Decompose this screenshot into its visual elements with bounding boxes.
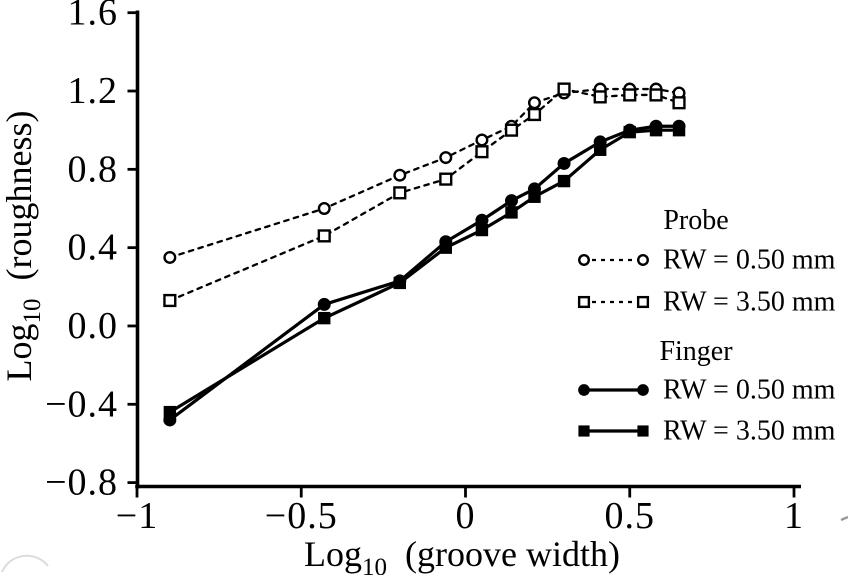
series-markers-probe-rw-3-50-mm <box>163 82 686 308</box>
legend-sample-marker <box>637 384 649 396</box>
data-point-finger-rw-3-50-mm <box>163 405 177 419</box>
y-tick-label: 1.6 <box>68 0 119 34</box>
series-markers-finger-rw-3-50-mm <box>163 123 686 419</box>
legend-sample-marker <box>636 295 650 309</box>
x-axis: −1 −0.5 0 0.5 1 <box>116 484 804 537</box>
series-path <box>168 128 681 414</box>
data-point-finger-rw-3-50-mm <box>318 311 331 325</box>
legend-entry-probe-rw-3-50-mm: RW = 3.50 mm <box>577 287 836 318</box>
legend-sample-marker <box>637 425 649 437</box>
data-point-probe-rw-0-50-mm <box>163 250 177 264</box>
data-point-finger-rw-0-50-mm <box>504 194 518 208</box>
data-point-finger-rw-3-50-mm <box>649 123 663 137</box>
data-point-probe-rw-3-50-mm <box>623 88 637 102</box>
data-point-probe-rw-3-50-mm <box>475 145 489 159</box>
x-axis-label: Log10 (groove width) <box>304 534 620 575</box>
y-axis: 1.6 1.2 0.8 0.4 0.0 −0.4 −0.8 <box>45 0 140 504</box>
data-point-probe-rw-0-50-mm <box>527 96 541 110</box>
y-tick-label: 1.2 <box>68 70 119 112</box>
legend-group-title-probe: Probe <box>663 205 728 236</box>
data-point-probe-rw-3-50-mm <box>317 229 331 243</box>
data-point-probe-rw-3-50-mm <box>527 107 542 122</box>
x-tick-label: 0.5 <box>605 495 656 537</box>
data-point-probe-rw-3-50-mm <box>557 82 571 96</box>
legend-entry-finger-rw-0-50-mm: RW = 0.50 mm <box>578 375 836 406</box>
y-axis-label: Log10 (roughness) <box>0 111 46 382</box>
series-path <box>168 87 681 259</box>
data-point-probe-rw-3-50-mm <box>504 123 519 137</box>
scan-artifact-arc <box>1 554 49 573</box>
data-point-probe-rw-3-50-mm <box>593 90 607 104</box>
data-point-probe-rw-3-50-mm <box>649 88 663 102</box>
legend-entry-finger-rw-3-50-mm: RW = 3.50 mm <box>578 416 836 447</box>
legend-entry-label: RW = 0.50 mm <box>663 375 836 406</box>
data-point-finger-rw-3-50-mm <box>439 241 452 254</box>
data-point-probe-rw-3-50-mm <box>672 96 686 110</box>
legend-sample-marker <box>578 254 590 266</box>
data-point-finger-rw-3-50-mm <box>528 190 541 203</box>
legend-entry-label: RW = 0.50 mm <box>663 245 836 276</box>
series-path <box>168 124 681 422</box>
legend-sample-marker <box>637 254 649 266</box>
legend-sample-marker <box>578 384 590 396</box>
y-tick-label: −0.8 <box>45 462 118 504</box>
data-point-finger-rw-3-50-mm <box>623 125 636 139</box>
legend-group-title-finger: Finger <box>659 336 733 367</box>
series-line-finger-rw-0-50-mm <box>168 124 681 422</box>
series-path <box>168 87 681 302</box>
data-point-finger-rw-0-50-mm <box>475 213 489 227</box>
series-line-probe-rw-3-50-mm <box>168 87 681 302</box>
data-point-probe-rw-3-50-mm <box>393 186 407 200</box>
legend-entry-label: RW = 3.50 mm <box>663 287 836 318</box>
data-point-probe-rw-3-50-mm <box>439 172 453 186</box>
series-line-probe-rw-0-50-mm <box>168 87 681 259</box>
scan-artifact-dash <box>840 515 848 522</box>
data-point-probe-rw-0-50-mm <box>317 201 331 215</box>
data-point-finger-rw-3-50-mm <box>393 276 406 290</box>
series-markers-probe-rw-0-50-mm <box>163 82 686 264</box>
data-point-finger-rw-0-50-mm <box>317 297 331 311</box>
data-point-finger-rw-3-50-mm <box>672 123 686 137</box>
y-tick-label: −0.4 <box>45 383 118 425</box>
legend: Probe RW = 0.50 mm RW = 3.50 mm Finger RW = … <box>577 205 836 447</box>
y-tick-label: 0.4 <box>68 227 119 269</box>
x-tick-label: −0.5 <box>265 495 338 537</box>
y-tick-label: 0.0 <box>68 305 119 347</box>
data-point-probe-rw-0-50-mm <box>475 133 489 147</box>
y-tick-label: 0.8 <box>68 148 119 190</box>
legend-sample-marker <box>578 425 590 437</box>
data-point-probe-rw-3-50-mm <box>163 293 177 308</box>
x-tick-label: −1 <box>116 495 158 537</box>
legend-entry-label: RW = 3.50 mm <box>663 416 836 447</box>
data-point-probe-rw-0-50-mm <box>393 168 407 182</box>
series-line-finger-rw-3-50-mm <box>168 128 681 414</box>
legend-sample-marker <box>577 295 591 309</box>
data-point-finger-rw-3-50-mm <box>505 206 518 219</box>
legend-entry-probe-rw-0-50-mm: RW = 0.50 mm <box>578 245 836 276</box>
data-point-finger-rw-3-50-mm <box>475 223 489 237</box>
data-point-probe-rw-0-50-mm <box>439 151 453 165</box>
x-tick-label: 0 <box>456 495 476 537</box>
x-tick-label: 1 <box>784 495 804 537</box>
data-point-finger-rw-0-50-mm <box>557 156 571 170</box>
data-point-finger-rw-3-50-mm <box>593 143 607 156</box>
data-point-finger-rw-3-50-mm <box>557 174 571 188</box>
